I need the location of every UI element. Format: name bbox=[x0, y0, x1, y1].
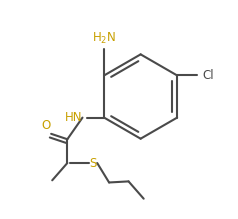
Text: S: S bbox=[90, 157, 97, 170]
Text: H$_2$N: H$_2$N bbox=[92, 31, 116, 46]
Text: HN: HN bbox=[65, 111, 83, 124]
Text: O: O bbox=[42, 119, 51, 132]
Text: Cl: Cl bbox=[202, 69, 214, 82]
